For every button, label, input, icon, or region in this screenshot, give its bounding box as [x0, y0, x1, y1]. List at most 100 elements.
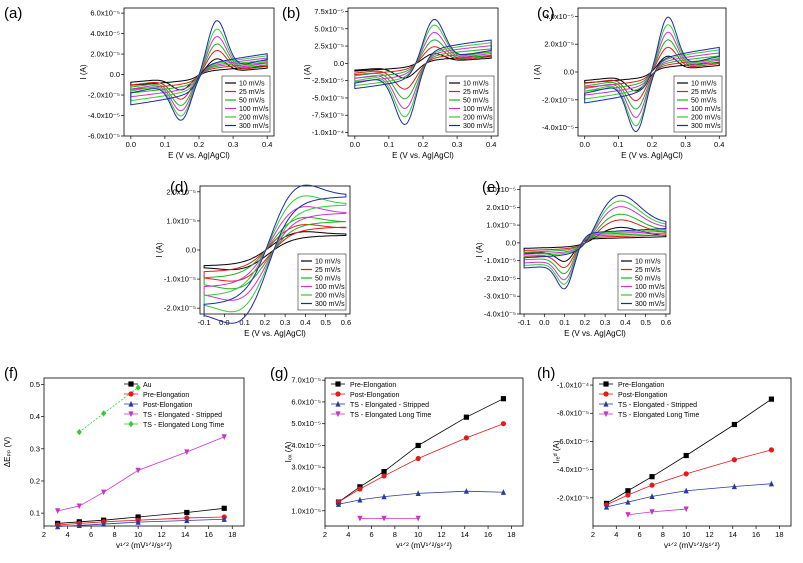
legend-entry: 25 mV/s — [239, 89, 265, 96]
y-axis-label: Iᵣₑᵈ (A) — [552, 440, 561, 463]
legend-entry: 300 mV/s — [635, 301, 665, 308]
y-tick-label: 0.0 — [334, 59, 344, 68]
legend-entry: 50 mV/s — [239, 97, 265, 104]
marker-square — [184, 509, 190, 516]
marker-triangle — [768, 480, 775, 487]
x-tick-label: 0.4 — [714, 140, 724, 149]
x-tick-label: 2 — [591, 530, 595, 539]
x-tick-label: 16 — [752, 530, 760, 539]
x-axis-label: E (V vs. Ag|AgCl) — [621, 151, 683, 160]
legend-entry: Post-Elongation — [618, 392, 668, 399]
marker-triangle — [625, 498, 631, 505]
legend-entry: 300 mV/s — [239, 123, 269, 130]
y-tick-label: 0.0 — [186, 246, 196, 255]
x-tick-label: 18 — [775, 530, 783, 539]
x-tick-label: 2 — [42, 530, 46, 539]
marker-diamond — [101, 410, 107, 417]
chart-panel-f: 2 4 6 8 10 12 14 16 18 0.1 0.2 0.3 0.4 0.5 v¹ᐟ² (mV¹ᐟ²… — [3, 377, 245, 550]
x-tick-label: 0.5 — [640, 318, 650, 327]
marker-square — [731, 421, 737, 428]
panel-label-b: (b) — [282, 5, 300, 22]
legend-entry: 25 mV/s — [635, 267, 661, 274]
x-tick-label: 18 — [228, 530, 236, 539]
cv-series-line — [203, 223, 347, 282]
y-tick-label: 1.0x10⁻⁵ — [486, 221, 516, 230]
x-tick-label: 8 — [661, 530, 665, 539]
marker-triangle — [357, 496, 363, 503]
y-tick-label: 2.0x10⁻⁵ — [291, 485, 321, 494]
panel-label-f: (f) — [4, 365, 18, 382]
panel-label-c: (c) — [537, 5, 555, 22]
y-tick-label: -1.0x10⁻⁴ — [312, 128, 344, 137]
legend-entry: TS - Elongated Long Time — [618, 412, 699, 419]
cv-series-line — [523, 219, 667, 269]
marker-triangle — [649, 493, 655, 499]
plot-frame — [43, 377, 245, 527]
legend-entry: 100 mV/s — [691, 106, 721, 113]
marker-triangle-down — [76, 503, 82, 510]
x-tick-label: -0.1 — [518, 318, 531, 327]
y-tick-label: -4.0x10⁻⁵ — [484, 310, 516, 319]
legend-entry: 25 mV/s — [315, 267, 341, 274]
series-line — [57, 516, 225, 526]
marker-triangle — [415, 490, 421, 496]
x-tick-label: 16 — [484, 530, 492, 539]
cv-series-line — [523, 200, 667, 285]
y-tick-label: 6.0x10⁻⁵ — [291, 397, 321, 406]
y-tick-label: 2.0x10⁻⁵ — [166, 187, 196, 196]
series-line — [606, 398, 772, 504]
x-tick-label: 0.3 — [680, 140, 690, 149]
x-tick-label: 8 — [393, 530, 397, 539]
x-tick-label: 0.0 — [580, 140, 590, 149]
y-tick-label: -5.0x10⁻⁵ — [312, 93, 344, 102]
y-tick-label: 0.0 — [110, 70, 120, 79]
y-tick-label: -3.0x10⁻⁵ — [484, 292, 516, 301]
y-axis-label: I (A) — [475, 242, 484, 257]
x-axis-label: v¹ᐟ² (mV¹ᐟ²/s¹ᐟ²) — [116, 541, 172, 550]
x-tick-label: 0.2 — [580, 318, 590, 327]
x-tick-label: 10 — [682, 530, 690, 539]
legend-entry: 100 mV/s — [463, 106, 493, 113]
x-tick-label: 2 — [323, 530, 327, 539]
marker-circle — [463, 435, 469, 441]
y-tick-label: 3.0x10⁻⁵ — [291, 463, 321, 472]
x-tick-label: 0.3 — [280, 318, 290, 327]
legend-entry: TS - Elongated Long Time — [143, 422, 224, 429]
x-tick-label: 0.4 — [300, 318, 310, 327]
legend-entry: 200 mV/s — [463, 114, 493, 121]
panel-label-a: (a) — [4, 5, 22, 22]
y-tick-label: 4.0x10⁻⁵ — [291, 441, 321, 450]
y-tick-label: -1.0x10⁻⁵ — [164, 275, 196, 284]
legend-entry: 25 mV/s — [691, 89, 717, 96]
marker-triangle — [184, 517, 190, 524]
y-tick-label: -2.0x10⁻⁵ — [164, 304, 196, 313]
legend-entry: 10 mV/s — [691, 80, 717, 87]
marker-triangle-down — [683, 506, 689, 513]
marker-triangle-down — [55, 508, 61, 514]
x-tick-label: 0.1 — [160, 140, 170, 149]
x-tick-label: 0.3 — [600, 318, 610, 327]
marker-square — [603, 381, 609, 387]
y-tick-label: 7.5x10⁻⁵ — [314, 7, 344, 16]
chart-panel-d: -0.1 0.0 0.1 0.2 0.3 0.4 0.5 0.6 -2.0x10⁻⁵ -1.0x1… — [155, 184, 351, 338]
y-tick-label: -4.0x10⁻⁵ — [557, 465, 589, 474]
x-tick-label: 6 — [370, 530, 374, 539]
legend-entry: 100 mV/s — [239, 106, 269, 113]
marker-circle — [625, 492, 631, 498]
legend-entry: Pre-Elongation — [143, 392, 189, 399]
y-tick-label: 1.0x10⁻⁵ — [291, 506, 321, 515]
x-tick-label: 18 — [507, 530, 515, 539]
legend-box — [221, 75, 271, 133]
legend-entry: 10 mV/s — [239, 80, 265, 87]
legend-entry: 300 mV/s — [463, 123, 493, 130]
x-axis-label: v¹ᐟ² (mV¹ᐟ²/s¹ᐟ²) — [396, 541, 452, 550]
panel-label-d: (d) — [170, 179, 188, 196]
marker-circle — [731, 457, 737, 463]
x-tick-label: 4 — [614, 530, 618, 539]
marker-diamond — [128, 420, 134, 428]
y-axis-label: Iₒₓ (A) — [284, 441, 293, 462]
marker-triangle — [128, 400, 134, 407]
plot-frame — [324, 377, 524, 527]
legend-entry: Pre-Elongation — [618, 382, 664, 389]
series-line — [606, 449, 772, 506]
